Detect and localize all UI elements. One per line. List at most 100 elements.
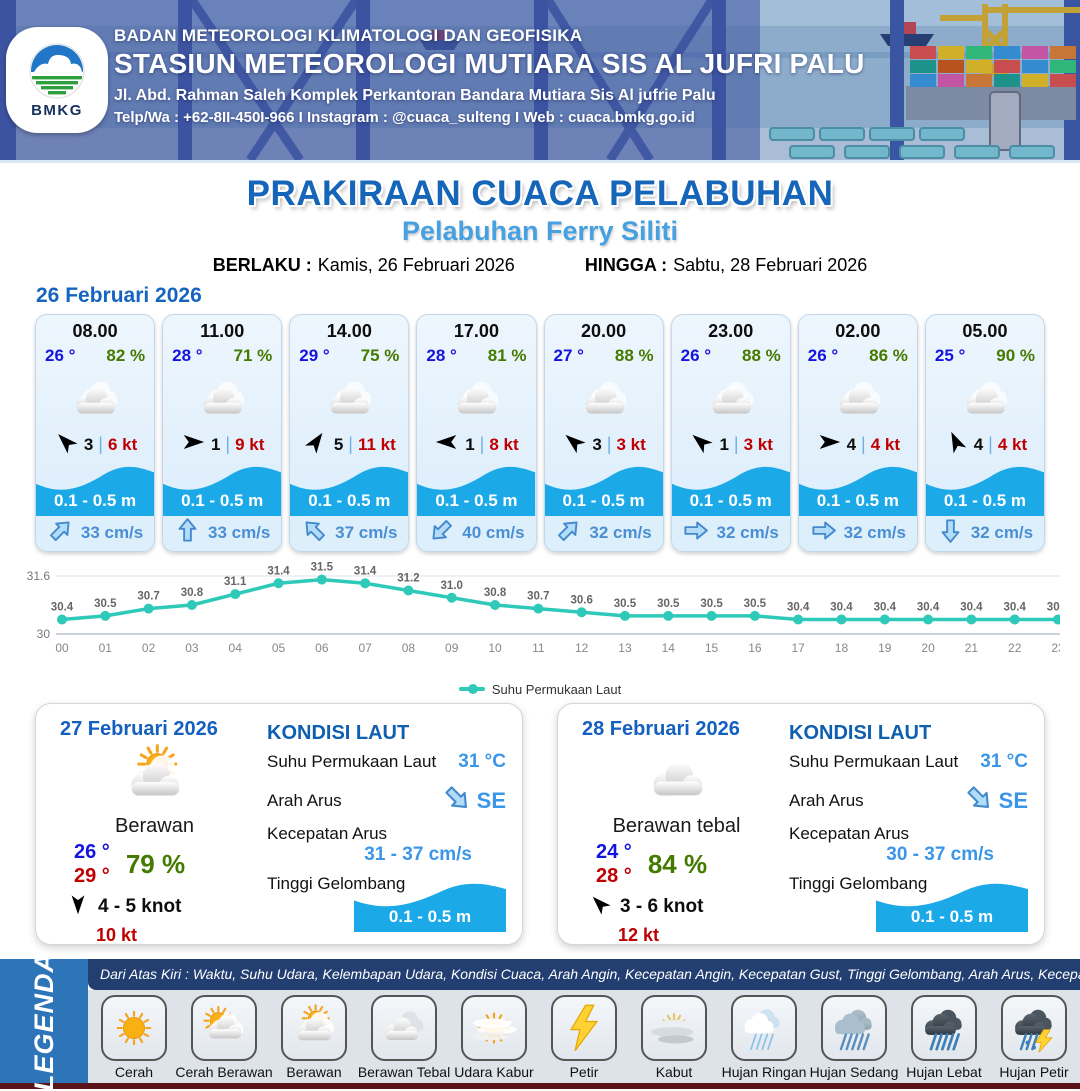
card-humidity: 81 % xyxy=(487,345,527,365)
hourly-forecast-row: 08.00 26 ° 82 % 3 | 6 kt 0.1 - 0.5 m 33 cm/… xyxy=(35,314,1045,552)
svg-text:30.4: 30.4 xyxy=(1047,602,1060,614)
daily-condition: Berawan xyxy=(115,815,194,837)
legend-item-lightning: Petir xyxy=(540,995,628,1080)
daily-temp-max: 28 ° xyxy=(596,865,632,887)
wind-beaufort: 3 xyxy=(592,434,602,454)
current-speed-label: Kecepatan Arus xyxy=(267,824,388,843)
daily-weather-icon xyxy=(52,741,257,815)
current-direction-label: Arah Arus xyxy=(267,790,342,810)
header-illustration xyxy=(0,0,1080,160)
svg-text:31.4: 31.4 xyxy=(267,565,290,577)
svg-text:30.6: 30.6 xyxy=(570,594,592,606)
legend-item-label: Hujan Petir xyxy=(999,1064,1069,1080)
wave-height-value: 0.1 - 0.5 m xyxy=(689,490,772,510)
current-direction-icon xyxy=(682,517,709,549)
current-speed: 33 cm/s xyxy=(207,523,271,543)
current-speed-value: 31 - 37 cm/s xyxy=(364,844,472,865)
card-humidity: 88 % xyxy=(742,345,781,365)
legend-item-label: Hujan Sedang xyxy=(809,1064,899,1080)
page-title: PRAKIRAAN CUACA PELABUHAN xyxy=(246,174,834,213)
card-temperature: 26 ° xyxy=(45,345,76,365)
card-temperature: 27 ° xyxy=(553,345,584,365)
svg-text:30.5: 30.5 xyxy=(614,598,637,610)
card-humidity: 90 % xyxy=(996,345,1035,365)
svg-text:30.5: 30.5 xyxy=(94,598,117,610)
wave-height-value: 0.1 - 0.5 m xyxy=(181,490,264,510)
storm-icon xyxy=(1001,995,1067,1061)
card-time: 20.00 xyxy=(581,321,627,341)
legend-item-sun: Cerah xyxy=(90,995,178,1080)
svg-text:11: 11 xyxy=(532,641,545,655)
cloud-sun-icon xyxy=(281,995,347,1061)
agency-name: BADAN METEOROLOGI KLIMATOLOGI DAN GEOFIS… xyxy=(114,26,583,45)
svg-text:08: 08 xyxy=(402,641,416,655)
daily-humidity: 84 % xyxy=(647,848,708,879)
berlaku-label: BERLAKU : xyxy=(212,255,312,275)
sea-conditions-title: KONDISI LAUT xyxy=(267,722,410,744)
current-speed: 33 cm/s xyxy=(80,523,144,543)
current-direction-icon xyxy=(555,517,582,549)
fog-icon xyxy=(641,995,707,1061)
svg-text:03: 03 xyxy=(185,641,199,655)
legend-title: LEGENDA xyxy=(28,951,59,1091)
forecast-card-23.00: 23.00 26 ° 88 % 1 | 3 kt 0.1 - 0.5 m 32 cm/… xyxy=(670,314,791,552)
card-humidity: 86 % xyxy=(869,345,908,365)
hingga-label: HINGGA : xyxy=(584,255,668,275)
legend-item-cloud-sun: Berawan xyxy=(270,995,358,1080)
wave-height-value: 0.1 - 0.5 m xyxy=(308,490,391,510)
wind-direction-icon xyxy=(303,429,329,460)
svg-text:31.4: 31.4 xyxy=(354,565,377,577)
legend-item-label: Berawan Tebal xyxy=(357,1064,451,1080)
svg-text:13: 13 xyxy=(618,641,632,655)
wind-beaufort: 3 xyxy=(83,434,94,454)
weather-cloud-icon xyxy=(545,371,663,429)
card-temperature: 25 ° xyxy=(934,345,966,365)
svg-text:30.5: 30.5 xyxy=(700,598,723,610)
header-banner: BMKG BADAN METEOROLOGI KLIMATOLOGI DAN G… xyxy=(0,0,1080,163)
forecast-card-20.00: 20.00 27 ° 88 % 3 | 3 kt 0.1 - 0.5 m 32 cm/… xyxy=(543,314,664,552)
forecast-card-11.00: 11.00 28 ° 71 % 1 | 9 kt 0.1 - 0.5 m 33 cm/… xyxy=(162,314,283,552)
svg-text:05: 05 xyxy=(272,641,286,655)
station-contact: Telp/Wa : +62-8II-450I-966 I Instagram :… xyxy=(114,109,695,126)
sst-value: 31 °C xyxy=(458,751,506,772)
card-time: 14.00 xyxy=(326,321,372,341)
daily-wind: 4 - 5 knot xyxy=(66,892,257,922)
svg-text:31.6: 31.6 xyxy=(27,569,51,583)
current-speed: 32 cm/s xyxy=(970,523,1034,543)
wind-speed: 11 kt xyxy=(357,434,396,454)
wind-direction-icon xyxy=(66,892,90,922)
daily-gust: 12 kt xyxy=(618,925,660,945)
card-temperature: 28 ° xyxy=(426,345,457,365)
svg-text:17: 17 xyxy=(791,641,805,655)
wind-speed: 4 kt xyxy=(997,434,1028,454)
hingga-value: Sabtu, 28 Februari 2026 xyxy=(673,255,868,275)
card-wind: 1 | 9 kt xyxy=(163,429,281,460)
berlaku-value: Kamis, 26 Februari 2026 xyxy=(317,255,515,275)
sst-label: Suhu Permukaan Laut xyxy=(789,752,959,771)
svg-text:04: 04 xyxy=(229,641,243,655)
wave-height-value: 0.1 - 0.5 m xyxy=(388,907,472,926)
wind-beaufort: 1 xyxy=(210,434,221,454)
station-name: STASIUN METEOROLOGI MUTIARA SIS AL JUFRI… xyxy=(114,48,865,79)
wave-height-band: 0.1 - 0.5 m xyxy=(671,461,790,516)
wind-speed: 3 kt xyxy=(743,434,773,454)
card-humidity: 71 % xyxy=(233,345,273,365)
card-wind: 4 | 4 kt xyxy=(799,429,917,460)
legend-item-label: Hujan Ringan xyxy=(721,1064,807,1080)
wind-beaufort: 4 xyxy=(846,434,857,454)
card-wind: 1 | 8 kt xyxy=(417,429,535,460)
legend-item-label: Cerah Berawan xyxy=(175,1064,273,1080)
forecast-card-14.00: 14.00 29 ° 75 % 5 | 11 kt 0.1 - 0.5 m 37 cm… xyxy=(289,314,410,552)
sst-label: Suhu Permukaan Laut xyxy=(267,752,437,771)
daily-temp-min: 26 ° xyxy=(74,841,110,863)
bmkg-logo-icon xyxy=(29,43,85,98)
current-speed: 32 cm/s xyxy=(589,523,652,543)
svg-text:30.4: 30.4 xyxy=(51,602,74,614)
current-direction-icon xyxy=(442,783,472,818)
daily-gust: 10 kt xyxy=(96,925,138,945)
legend-items: Cerah Cerah Berawan Berawan Berawan Teba… xyxy=(88,990,1080,1083)
daily-card-28: 28 Februari 2026 Berawan tebal 24 ° 28 ° … xyxy=(557,703,1045,945)
rain-med-icon xyxy=(821,995,887,1061)
wind-beaufort: 5 xyxy=(333,434,344,454)
